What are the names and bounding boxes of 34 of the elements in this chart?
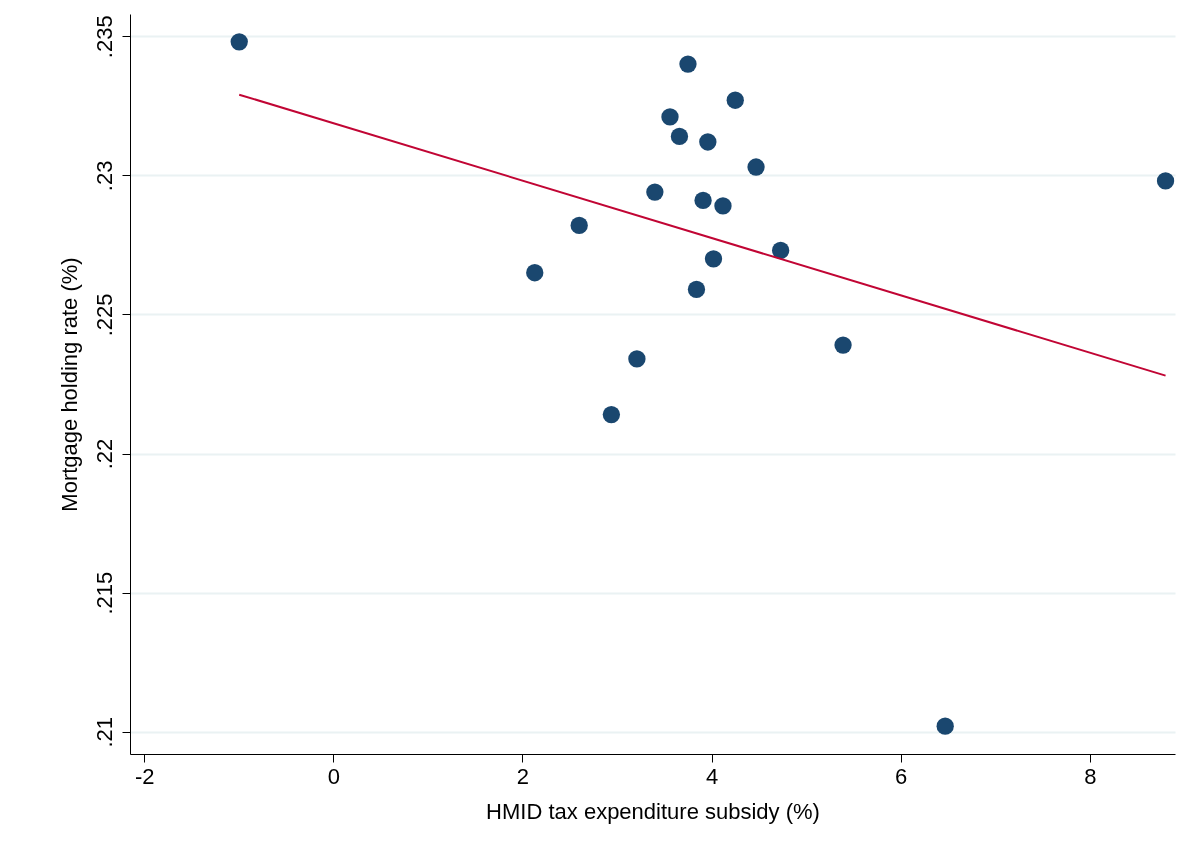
point <box>699 133 717 151</box>
point <box>679 55 697 73</box>
x-tick-label: 0 <box>327 763 340 789</box>
point <box>936 717 954 735</box>
point <box>661 108 679 126</box>
y-tick-label: .21 <box>91 716 117 748</box>
y-tick-label: .215 <box>91 571 117 615</box>
x-tick-label: 2 <box>516 763 530 789</box>
point <box>570 216 588 235</box>
point <box>1156 172 1175 190</box>
point <box>771 241 790 260</box>
x-tick-label: 8 <box>1084 763 1097 789</box>
y-axis-title: Mortgage holding rate (%) <box>56 257 82 512</box>
x-axis-title: HMID tax expenditure subsidy (%) <box>486 798 820 824</box>
x-tick-label: -2 <box>134 763 155 789</box>
point <box>670 127 689 146</box>
point <box>726 91 744 109</box>
y-tick-label: .23 <box>91 160 117 192</box>
point <box>714 197 732 215</box>
point <box>526 264 544 282</box>
y-tick-label: .235 <box>91 15 117 59</box>
y-tick-label: .225 <box>91 293 117 337</box>
point <box>602 405 621 424</box>
point <box>747 158 765 176</box>
point <box>687 280 706 299</box>
point <box>646 183 664 201</box>
x-tick-label: 6 <box>895 763 908 789</box>
point <box>628 350 646 368</box>
point <box>704 250 723 268</box>
y-tick-label: .22 <box>91 438 117 470</box>
point <box>694 191 712 210</box>
x-tick-label: 4 <box>705 763 719 789</box>
point <box>834 336 852 354</box>
point <box>230 33 248 51</box>
